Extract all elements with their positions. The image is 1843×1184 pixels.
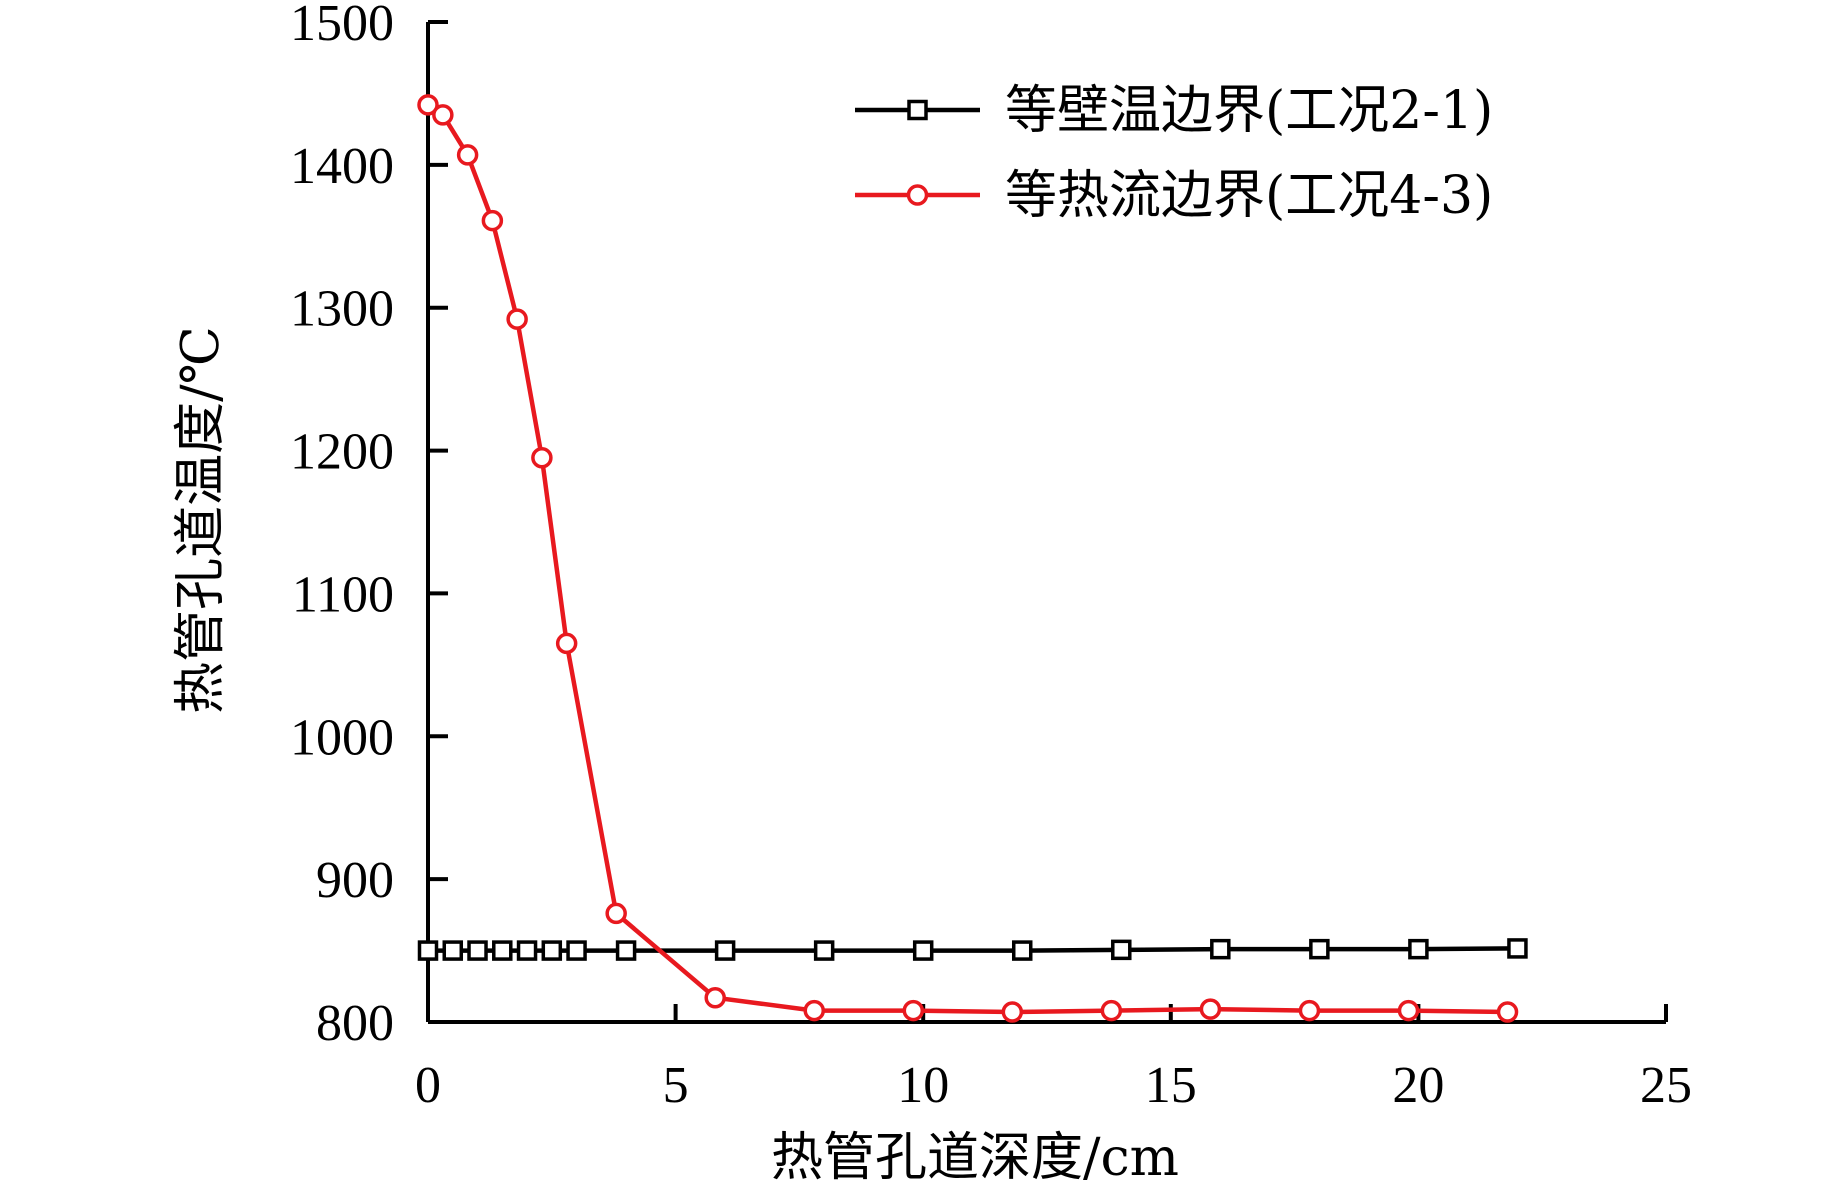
data-point — [714, 940, 736, 961]
data-point — [1001, 1001, 1024, 1023]
data-point — [902, 999, 925, 1022]
data-point — [1210, 938, 1231, 960]
legend-label: 等壁温边界(工况2-1) — [1005, 81, 1493, 141]
y-tick-label: 1100 — [292, 566, 394, 623]
data-point — [417, 94, 439, 116]
data-point — [1496, 1001, 1519, 1023]
legend-label: 等热流边界(工况4-3) — [1005, 166, 1493, 226]
data-point — [803, 999, 826, 1022]
data-point — [704, 986, 726, 1009]
data-point — [1111, 939, 1132, 961]
legend-marker — [906, 184, 929, 206]
data-point — [1100, 999, 1123, 1022]
axes — [426, 22, 1666, 1024]
x-tick-label: 5 — [663, 1057, 689, 1114]
data-point — [615, 940, 637, 961]
legend-item-2: 等热流边界(工况4-3) — [855, 166, 1493, 226]
data-point — [442, 940, 464, 961]
data-point — [605, 902, 627, 925]
legend-item-1: 等壁温边界(工况2-1) — [855, 81, 1493, 141]
data-point — [516, 940, 538, 961]
x-axis-label: 热管孔道深度/cm — [771, 1128, 1179, 1184]
data-point — [456, 144, 479, 166]
data-point — [506, 308, 528, 330]
data-point — [1309, 938, 1330, 960]
data-point — [813, 940, 835, 961]
x-tick-label: 20 — [1392, 1057, 1444, 1114]
y-tick-label: 1300 — [290, 281, 394, 338]
series-1 — [417, 938, 1528, 961]
series-2-line — [426, 103, 1508, 1015]
data-point — [555, 632, 578, 655]
legend-marker — [907, 99, 928, 121]
data-point — [1011, 940, 1033, 961]
y-tick-label: 1000 — [290, 709, 394, 766]
data-point — [1408, 938, 1429, 960]
data-point — [531, 446, 553, 469]
data-point — [481, 209, 504, 232]
data-point — [566, 940, 587, 961]
series-1-line — [428, 946, 1518, 953]
data-point — [1507, 938, 1528, 959]
data-point — [541, 940, 563, 961]
series-2 — [417, 94, 1519, 1023]
x-tick-label: 25 — [1640, 1057, 1692, 1114]
x-axis-ticks: 0 5 10 15 20 25 — [415, 1004, 1692, 1114]
data-point — [1397, 999, 1420, 1022]
y-tick-label: 1500 — [290, 0, 394, 52]
x-tick-label: 0 — [415, 1057, 441, 1114]
x-tick-label: 15 — [1145, 1057, 1197, 1114]
y-tick-label: 900 — [316, 852, 394, 909]
data-point — [1298, 999, 1321, 1022]
data-point — [912, 940, 934, 961]
x-tick-label: 10 — [897, 1057, 949, 1114]
y-axis-ticks: 800 900 1000 1100 1200 1300 1400 1500 — [290, 0, 448, 1052]
y-tick-label: 1400 — [290, 138, 394, 195]
data-point — [492, 940, 513, 961]
y-tick-label: 800 — [316, 995, 394, 1052]
legend: 等壁温边界(工况2-1) 等热流边界(工况4-3) — [855, 81, 1493, 226]
y-axis-label: 热管孔道温度/℃ — [171, 326, 231, 714]
y-tick-label: 1200 — [290, 424, 394, 481]
data-point — [432, 104, 454, 126]
series-group — [417, 94, 1528, 1023]
data-point — [1199, 998, 1222, 1020]
data-point — [417, 940, 439, 961]
data-point — [467, 940, 488, 961]
